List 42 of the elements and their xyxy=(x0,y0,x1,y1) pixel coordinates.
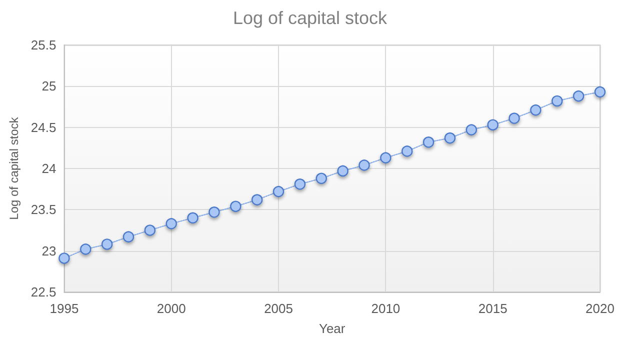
point xyxy=(530,104,542,116)
point xyxy=(508,112,520,124)
y-tick-label: 25 xyxy=(42,78,56,94)
y-tick-label: 23.5 xyxy=(30,202,56,218)
x-axis-title: Year xyxy=(318,321,346,336)
y-tick-label: 24.5 xyxy=(30,120,56,135)
point xyxy=(402,146,413,157)
point xyxy=(316,172,327,184)
point xyxy=(144,224,156,236)
y-tick-label: 25.5 xyxy=(30,38,56,52)
point xyxy=(58,252,70,264)
point xyxy=(252,194,263,206)
point xyxy=(294,178,306,190)
point xyxy=(380,152,392,164)
x-tick-label: 1995 xyxy=(50,301,79,316)
point xyxy=(337,165,348,177)
point xyxy=(444,132,456,144)
point xyxy=(187,212,198,224)
point xyxy=(101,238,113,250)
x-tick-label: 2005 xyxy=(264,301,293,316)
point xyxy=(230,200,242,212)
point xyxy=(422,136,434,148)
chart-title: Log of capital stock xyxy=(232,8,388,28)
x-tick-label: 2000 xyxy=(156,301,186,316)
y-tick-label: 24 xyxy=(42,161,56,176)
y-tick-label: 22.5 xyxy=(30,284,56,300)
point xyxy=(487,119,498,130)
point xyxy=(122,231,134,242)
x-tick-label: 2010 xyxy=(371,301,400,316)
y-axis-title: Log of capital stock xyxy=(7,116,21,220)
y-tick-label: 23 xyxy=(42,243,56,258)
point xyxy=(166,218,177,230)
point xyxy=(552,95,563,107)
point xyxy=(208,206,220,218)
x-tick-label: 2020 xyxy=(586,301,614,316)
point xyxy=(358,160,370,171)
x-tick-label: 2015 xyxy=(478,301,508,316)
point xyxy=(572,90,584,102)
point xyxy=(80,244,92,255)
point xyxy=(466,124,478,136)
point xyxy=(272,186,284,198)
point xyxy=(594,86,606,98)
